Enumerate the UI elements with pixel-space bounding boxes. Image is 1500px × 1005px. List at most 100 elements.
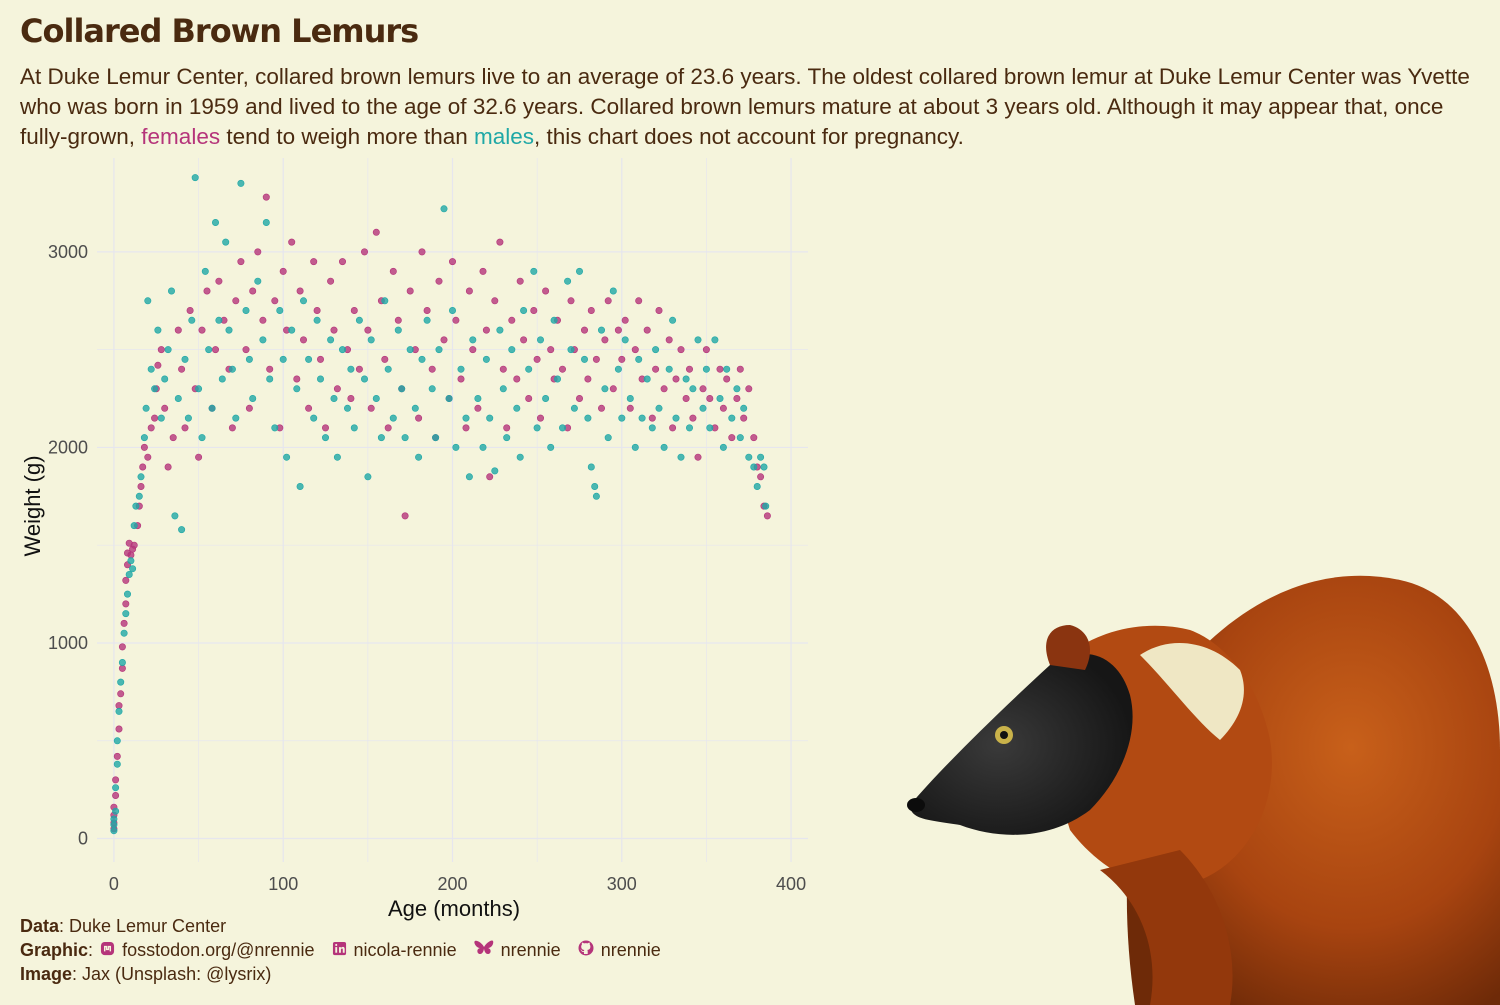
male-point: [120, 629, 128, 637]
female-point: [310, 258, 318, 266]
caption-bluesky[interactable]: nrennie: [500, 940, 561, 960]
female-point: [520, 336, 528, 344]
male-point: [635, 355, 643, 363]
female-point: [299, 336, 307, 344]
female-point: [112, 776, 120, 784]
male-point: [283, 453, 291, 461]
male-point: [631, 443, 639, 451]
male-point: [299, 297, 307, 305]
male-point: [343, 404, 351, 412]
male-point: [432, 434, 440, 442]
male-point: [711, 336, 719, 344]
caption-linkedin[interactable]: nicola-rennie: [353, 940, 457, 960]
male-point: [733, 385, 741, 393]
male-point: [520, 307, 528, 315]
male-point: [415, 453, 423, 461]
male-point: [228, 365, 236, 373]
male-point: [127, 557, 135, 565]
male-point: [550, 316, 558, 324]
female-point: [279, 267, 287, 275]
female-point: [592, 355, 600, 363]
lemur-photo: [907, 575, 1500, 1005]
male-point: [135, 492, 143, 500]
male-point: [122, 610, 130, 618]
caption-image-label: Image: [20, 964, 73, 984]
female-point: [621, 316, 629, 324]
male-point: [137, 473, 145, 481]
caption-mastodon[interactable]: fosstodon.org/@nrennie: [122, 940, 315, 960]
male-point: [271, 424, 279, 432]
male-point: [750, 463, 758, 471]
male-point: [614, 365, 622, 373]
female-point: [716, 365, 724, 373]
male-point: [140, 434, 148, 442]
caption-github[interactable]: nrennie: [600, 940, 661, 960]
male-point: [184, 414, 192, 422]
female-point: [547, 346, 555, 354]
male-point: [144, 297, 152, 305]
female-point: [584, 375, 592, 383]
male-point: [652, 346, 660, 354]
male-point: [496, 326, 504, 334]
male-point: [689, 385, 697, 393]
male-point: [125, 570, 133, 578]
female-point: [750, 434, 758, 442]
male-point: [174, 395, 182, 403]
female-point: [415, 414, 423, 422]
male-point: [469, 336, 477, 344]
x-axis-ticks: 0 100 200 300 400: [109, 874, 806, 894]
male-point: [151, 385, 159, 393]
x-tick-label: 300: [607, 874, 637, 894]
female-point: [508, 316, 516, 324]
female-point: [740, 414, 748, 422]
female-point: [575, 395, 583, 403]
y-axis-label: Weight (g): [20, 455, 45, 556]
male-point: [188, 316, 196, 324]
male-point: [377, 434, 385, 442]
female-point: [181, 424, 189, 432]
male-point: [706, 424, 714, 432]
female-point: [338, 258, 346, 266]
y-tick-label: 2000: [48, 437, 88, 457]
male-point: [367, 336, 375, 344]
male-point: [435, 346, 443, 354]
lemur-face: [910, 653, 1133, 835]
scatter-chart: 0 1000 2000 3000 0 100 200 300 400 Age (months)…: [20, 158, 808, 921]
male-point: [112, 807, 120, 815]
male-points: [110, 174, 770, 835]
male-point: [411, 404, 419, 412]
female-point: [266, 365, 274, 373]
male-point: [547, 443, 555, 451]
male-point: [372, 395, 380, 403]
female-points: [110, 193, 771, 833]
female-point: [723, 375, 731, 383]
male-point: [648, 424, 656, 432]
male-point: [536, 336, 544, 344]
male-point: [677, 453, 685, 461]
male-point: [474, 395, 482, 403]
male-point: [621, 336, 629, 344]
female-point: [327, 277, 335, 285]
male-point: [587, 463, 595, 471]
male-point: [254, 277, 262, 285]
female-point: [479, 267, 487, 275]
male-point: [389, 414, 397, 422]
x-tick-label: 0: [109, 874, 119, 894]
caption-data-line: Data: Duke Lemur Center: [20, 914, 661, 938]
female-point: [122, 600, 130, 608]
female-point: [660, 385, 668, 393]
female-point: [465, 287, 473, 295]
female-point: [384, 424, 392, 432]
male-point: [398, 385, 406, 393]
male-point: [305, 355, 313, 363]
male-point: [293, 385, 301, 393]
female-point: [631, 346, 639, 354]
male-point: [181, 355, 189, 363]
female-point: [580, 326, 588, 334]
female-point: [728, 434, 736, 442]
caption-graphic-label: Graphic: [20, 940, 89, 960]
male-point: [584, 414, 592, 422]
male-point: [142, 404, 150, 412]
male-point: [440, 205, 448, 213]
y-axis-ticks: 0 1000 2000 3000: [48, 242, 88, 849]
